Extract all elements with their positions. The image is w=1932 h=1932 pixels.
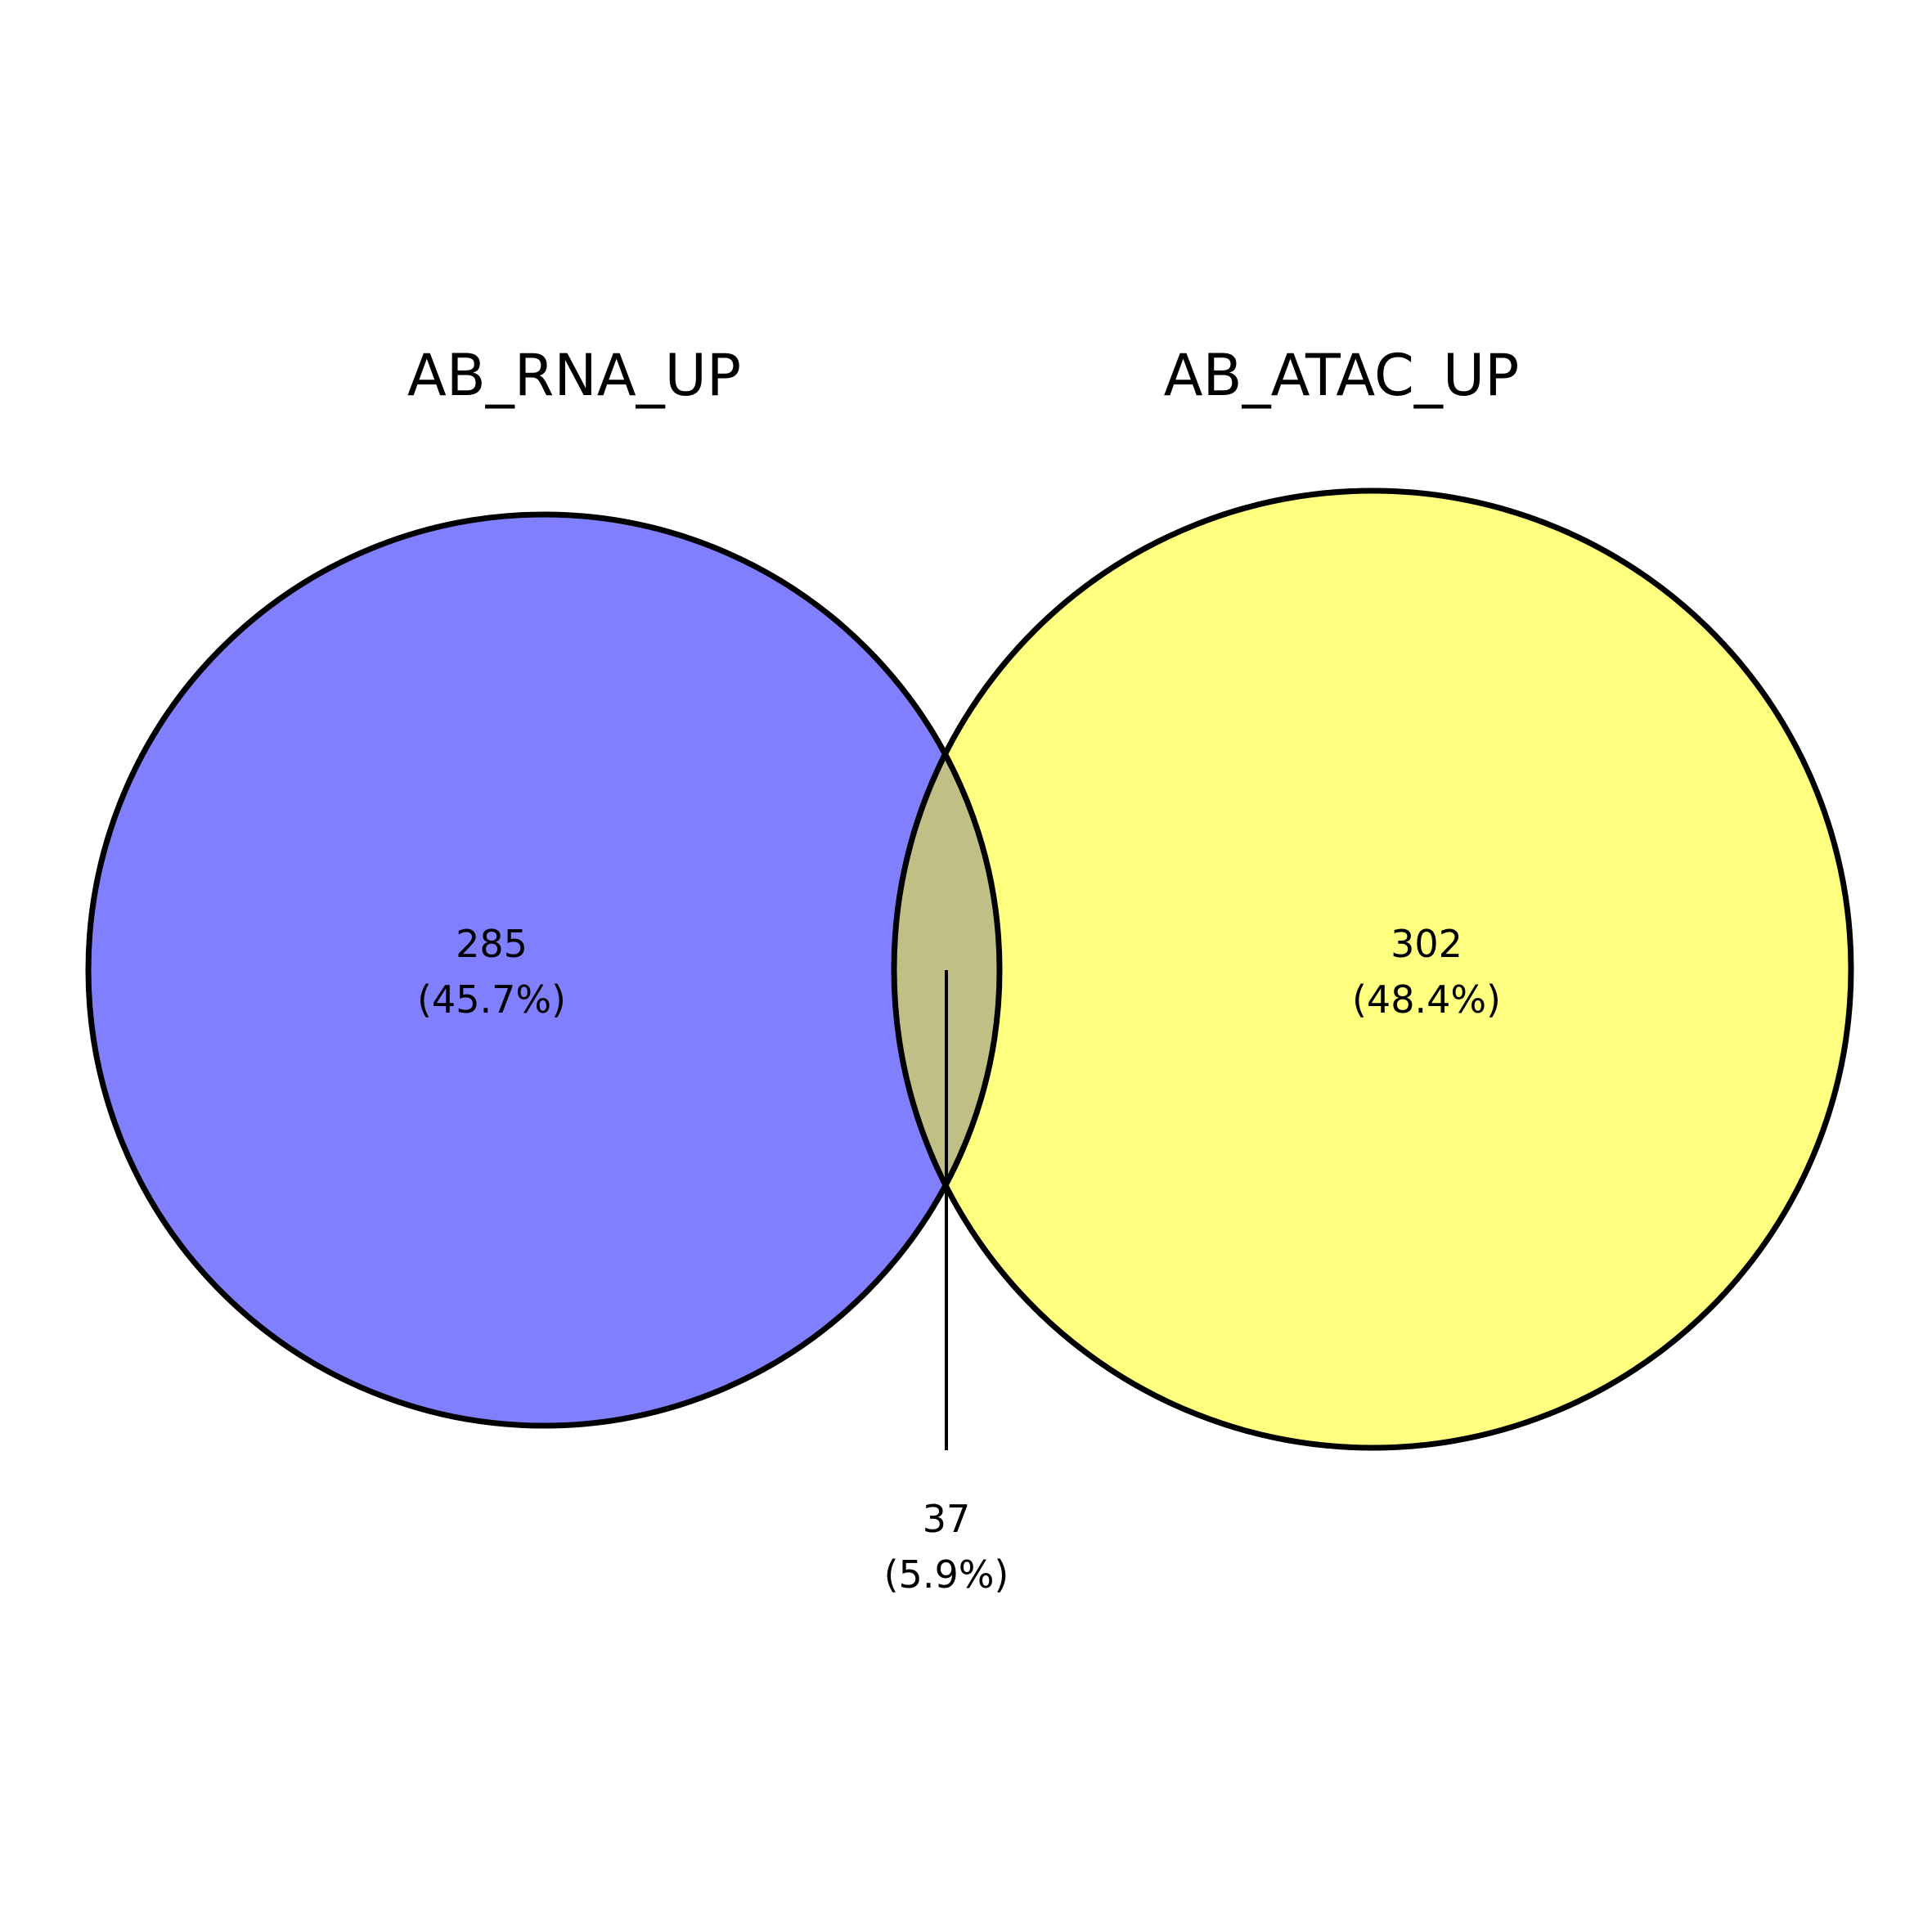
- set-circle-ab-atac-up: [894, 491, 1851, 1448]
- set-title-ab-rna-up: AB_RNA_UP: [407, 342, 741, 409]
- set-circle-ab-rna-up: [88, 514, 1000, 1426]
- region-percent-rna-only: (45.7%): [417, 977, 566, 1022]
- region-percent-atac-only: (48.4%): [1352, 977, 1501, 1022]
- region-percent-intersection: (5.9%): [884, 1552, 1009, 1597]
- region-count-rna-only: 285: [456, 922, 528, 966]
- region-count-intersection: 37: [923, 1497, 971, 1541]
- region-count-atac-only: 302: [1391, 922, 1462, 966]
- set-title-ab-atac-up: AB_ATAC_UP: [1164, 342, 1520, 409]
- set-outline-ab-atac-up: [891, 487, 1854, 1451]
- set-outline-ab-rna-up: [85, 511, 1003, 1429]
